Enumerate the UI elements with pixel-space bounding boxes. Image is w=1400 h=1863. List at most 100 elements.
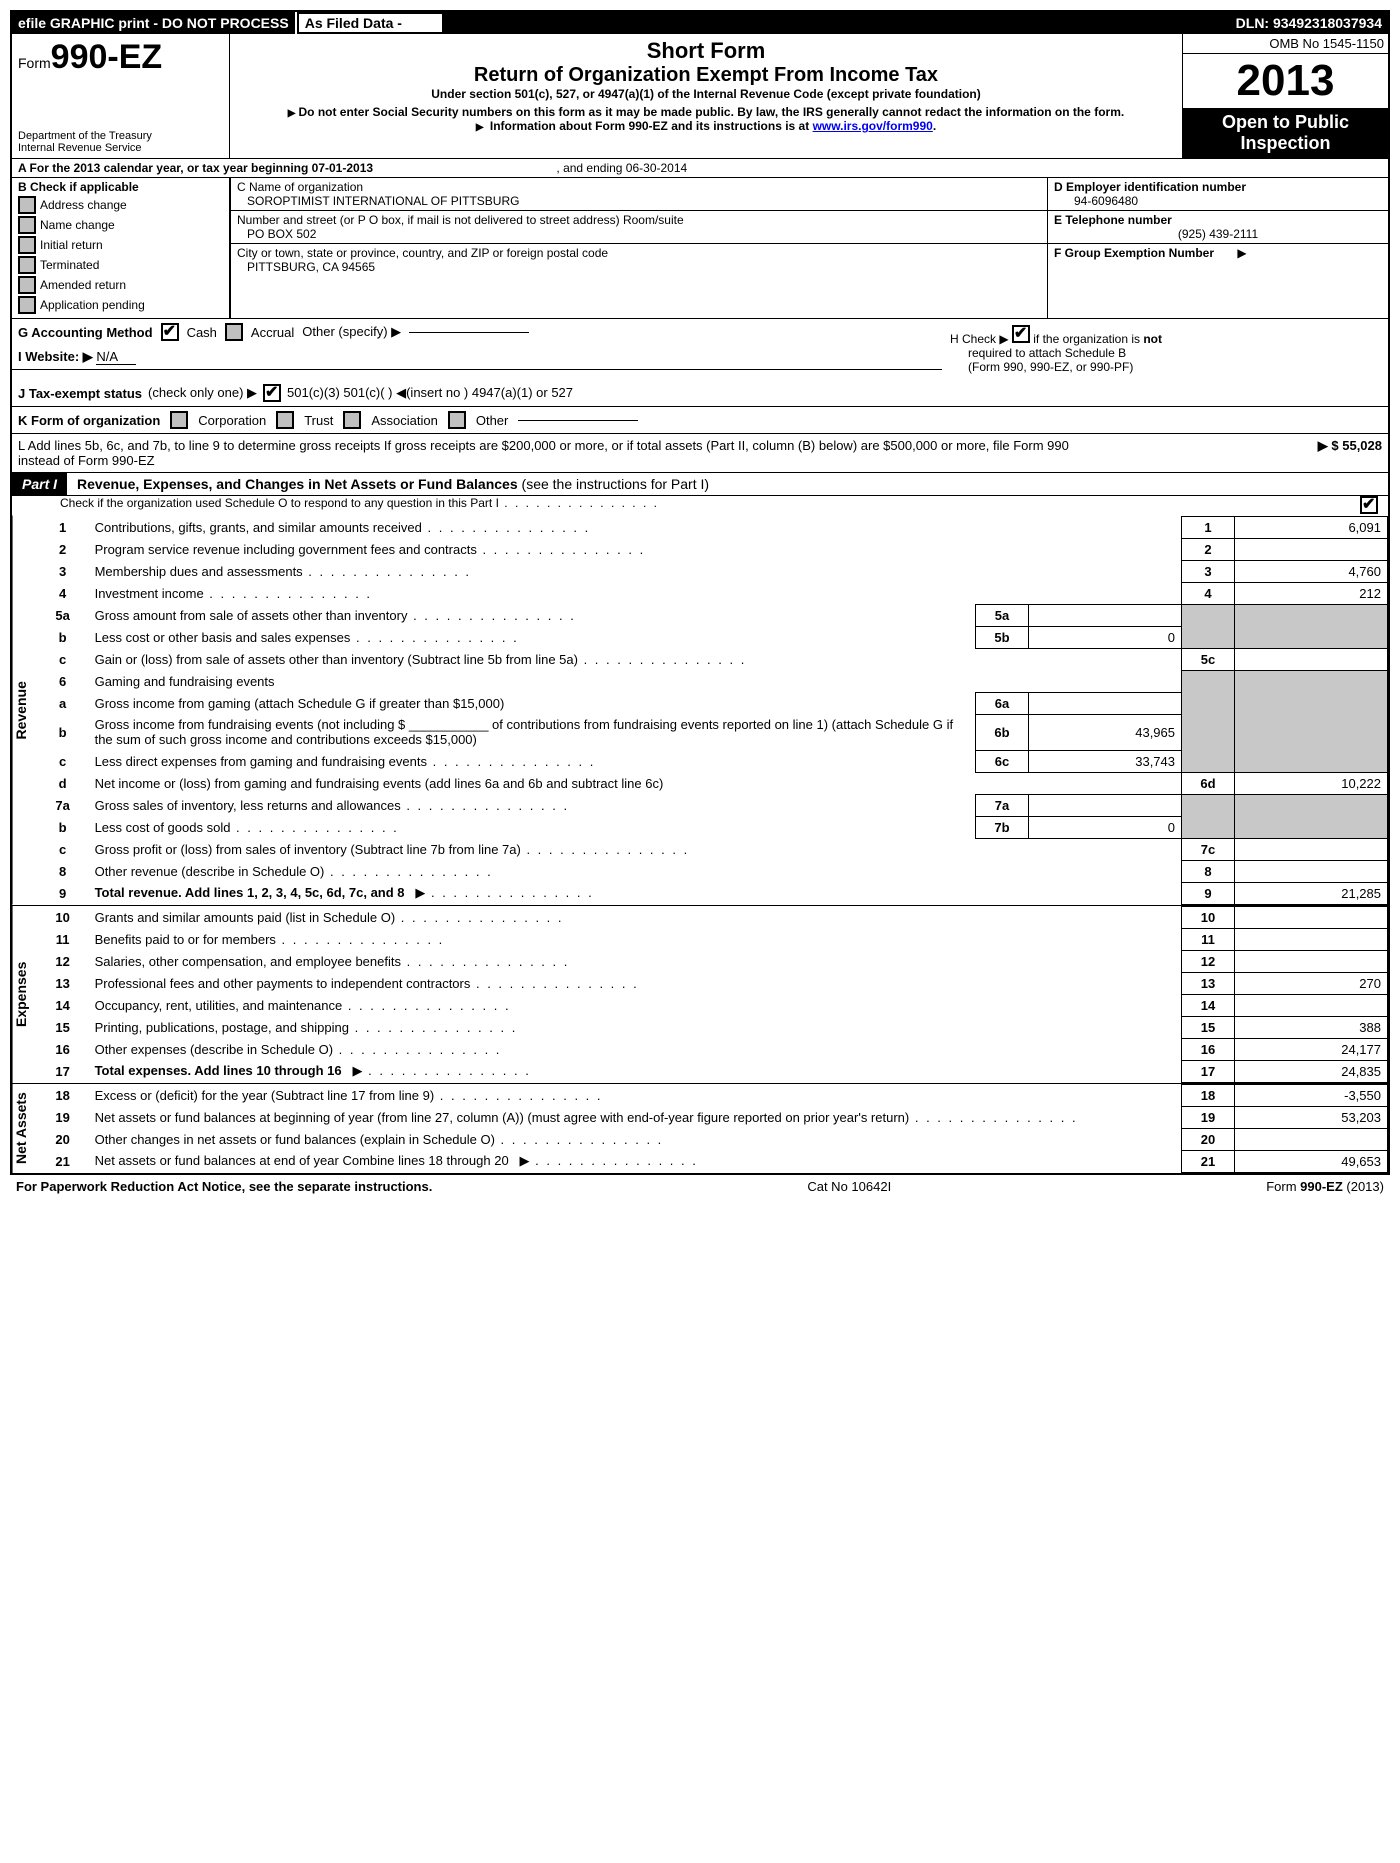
checkbox-icon[interactable] — [18, 196, 36, 214]
c-city: City or town, state or province, country… — [231, 244, 1047, 276]
part-i-sub: Check if the organization used Schedule … — [12, 496, 1388, 516]
tax-year: 2013 — [1183, 54, 1388, 108]
h-line3: (Form 990, 990-EZ, or 990-PF) — [950, 360, 1133, 374]
line-16: 16Other expenses (describe in Schedule O… — [37, 1038, 1388, 1060]
line-20: 20Other changes in net assets or fund ba… — [37, 1128, 1388, 1150]
open-public: Open to Public Inspection — [1183, 108, 1388, 158]
info-prefix: Information about Form 990-EZ and its in… — [490, 119, 813, 133]
form-990ez: efile GRAPHIC print - DO NOT PROCESS As … — [10, 10, 1390, 1175]
col-b: B Check if applicable Address change Nam… — [12, 178, 231, 318]
expenses-section: Expenses 10Grants and similar amounts pa… — [12, 906, 1388, 1084]
phone-value: (925) 439-2111 — [1054, 227, 1382, 241]
line-7a: 7aGross sales of inventory, less returns… — [37, 794, 1388, 816]
k-other-blank — [518, 420, 638, 421]
line-9: 9Total revenue. Add lines 1, 2, 3, 4, 5c… — [37, 882, 1388, 904]
irs-link[interactable]: www.irs.gov/form990 — [813, 119, 933, 133]
l-value: ▶ $ 55,028 — [1318, 438, 1382, 468]
checkbox-checked-icon[interactable] — [1360, 496, 1378, 514]
g-label: G Accounting Method — [18, 325, 153, 340]
part-i-subtext: Check if the organization used Schedule … — [60, 496, 659, 514]
line-5c: cGain or (loss) from sale of assets othe… — [37, 649, 1388, 671]
checkbox-icon[interactable] — [276, 411, 294, 429]
col-b-title: B Check if applicable — [18, 180, 139, 194]
h-check: H Check ▶ if the organization is not req… — [942, 319, 1388, 380]
e-phone: E Telephone number (925) 439-2111 — [1048, 211, 1388, 244]
g-accounting: G Accounting Method Cash Accrual Other (… — [12, 319, 942, 345]
line-2: 2Program service revenue including gover… — [37, 539, 1388, 561]
c-street-label: Number and street (or P O box, if mail i… — [237, 213, 1041, 227]
chk-initial: Initial return — [18, 236, 223, 254]
j-note: (check only one) ▶ — [148, 385, 257, 401]
chk-address: Address change — [18, 196, 223, 214]
netassets-vlabel: Net Assets — [12, 1084, 37, 1173]
short-form-title: Short Form — [240, 38, 1172, 64]
j-label: J Tax-exempt status — [18, 386, 142, 401]
checkbox-icon[interactable] — [18, 296, 36, 314]
line-10: 10Grants and similar amounts paid (list … — [37, 906, 1388, 928]
under-section: Under section 501(c), 527, or 4947(a)(1)… — [240, 87, 1172, 101]
efile-label: efile GRAPHIC print - DO NOT PROCESS — [12, 12, 297, 34]
part-i-title: Revenue, Expenses, and Changes in Net As… — [67, 473, 719, 495]
line-14: 14Occupancy, rent, utilities, and mainte… — [37, 994, 1388, 1016]
checkbox-icon[interactable] — [225, 323, 243, 341]
line-11: 11Benefits paid to or for members11 — [37, 928, 1388, 950]
l-text: L Add lines 5b, 6c, and 7b, to line 9 to… — [18, 438, 1078, 468]
checkbox-icon[interactable] — [18, 256, 36, 274]
dln-label: DLN: 93492318037934 — [1230, 12, 1388, 34]
line-8: 8Other revenue (describe in Schedule O)8 — [37, 860, 1388, 882]
chk-name: Name change — [18, 216, 223, 234]
header-right: OMB No 1545-1150 2013 Open to Public Ins… — [1182, 34, 1388, 158]
h-line2: required to attach Schedule B — [950, 346, 1126, 360]
part-i-header: Part I Revenue, Expenses, and Changes in… — [12, 472, 1388, 496]
line-6: 6Gaming and fundraising events — [37, 671, 1388, 693]
row-gh: G Accounting Method Cash Accrual Other (… — [12, 319, 1388, 380]
header-left: Form990-EZ Department of the Treasury In… — [12, 34, 230, 158]
expenses-vlabel: Expenses — [12, 906, 37, 1083]
line-5a: 5aGross amount from sale of assets other… — [37, 605, 1388, 627]
h-not: not — [1143, 332, 1162, 346]
part-i-label: Part I — [12, 473, 67, 495]
checkbox-icon[interactable] — [18, 216, 36, 234]
checkbox-checked-icon[interactable] — [161, 323, 179, 341]
chk-terminated: Terminated — [18, 256, 223, 274]
line-4: 4Investment income4212 — [37, 583, 1388, 605]
top-bar: efile GRAPHIC print - DO NOT PROCESS As … — [12, 12, 1388, 34]
col-c: C Name of organization SOROPTIMIST INTER… — [231, 178, 1047, 318]
j-status: J Tax-exempt status (check only one) ▶ 5… — [12, 380, 1388, 407]
d-label: D Employer identification number — [1054, 180, 1246, 194]
info-link-line: Information about Form 990-EZ and its in… — [240, 119, 1172, 133]
line-18: 18Excess or (deficit) for the year (Subt… — [37, 1084, 1388, 1106]
g-cash: Cash — [187, 325, 217, 340]
k-form-org: K Form of organization Corporation Trust… — [12, 407, 1388, 434]
line-1: 1Contributions, gifts, grants, and simil… — [37, 517, 1388, 539]
header-center: Short Form Return of Organization Exempt… — [230, 34, 1182, 158]
footer-left: For Paperwork Reduction Act Notice, see … — [16, 1179, 432, 1194]
chk-pending: Application pending — [18, 296, 223, 314]
checkbox-checked-icon[interactable] — [263, 384, 281, 402]
c-name-label: C Name of organization — [237, 180, 1041, 194]
form-prefix: Form — [18, 55, 51, 71]
line-17: 17Total expenses. Add lines 10 through 1… — [37, 1060, 1388, 1082]
open-line2: Inspection — [1185, 133, 1386, 154]
k-label: K Form of organization — [18, 413, 160, 428]
g-accrual: Accrual — [251, 325, 294, 340]
block-bcdef: B Check if applicable Address change Nam… — [12, 178, 1388, 319]
checkbox-icon[interactable] — [170, 411, 188, 429]
checkbox-checked-icon[interactable] — [1012, 325, 1030, 343]
ein-value: 94-6096480 — [1054, 194, 1382, 208]
footer-mid: Cat No 10642I — [807, 1179, 891, 1194]
row-a: A For the 2013 calendar year, or tax yea… — [12, 159, 1388, 178]
checkbox-icon[interactable] — [343, 411, 361, 429]
line-13: 13Professional fees and other payments t… — [37, 972, 1388, 994]
checkbox-icon[interactable] — [448, 411, 466, 429]
header-row: Form990-EZ Department of the Treasury In… — [12, 34, 1388, 159]
checkbox-icon[interactable] — [18, 236, 36, 254]
g-other: Other (specify) ▶ — [302, 324, 401, 340]
org-city: PITTSBURG, CA 94565 — [237, 260, 1041, 274]
open-line1: Open to Public — [1185, 112, 1386, 133]
line-15: 15Printing, publications, postage, and s… — [37, 1016, 1388, 1038]
arrow-icon: ▶ — [1237, 246, 1246, 260]
f-label: F Group Exemption Number — [1054, 246, 1214, 260]
checkbox-icon[interactable] — [18, 276, 36, 294]
as-filed-label: As Filed Data - — [297, 12, 444, 34]
